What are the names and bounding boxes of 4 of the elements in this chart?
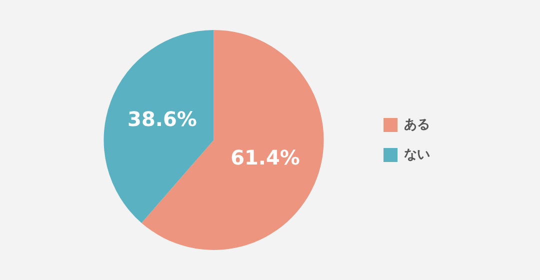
data-label: 61.4%	[230, 145, 300, 170]
legend-label: ある	[404, 117, 430, 132]
data-label: 38.6%	[128, 106, 197, 131]
legend-label: ない	[404, 147, 430, 162]
